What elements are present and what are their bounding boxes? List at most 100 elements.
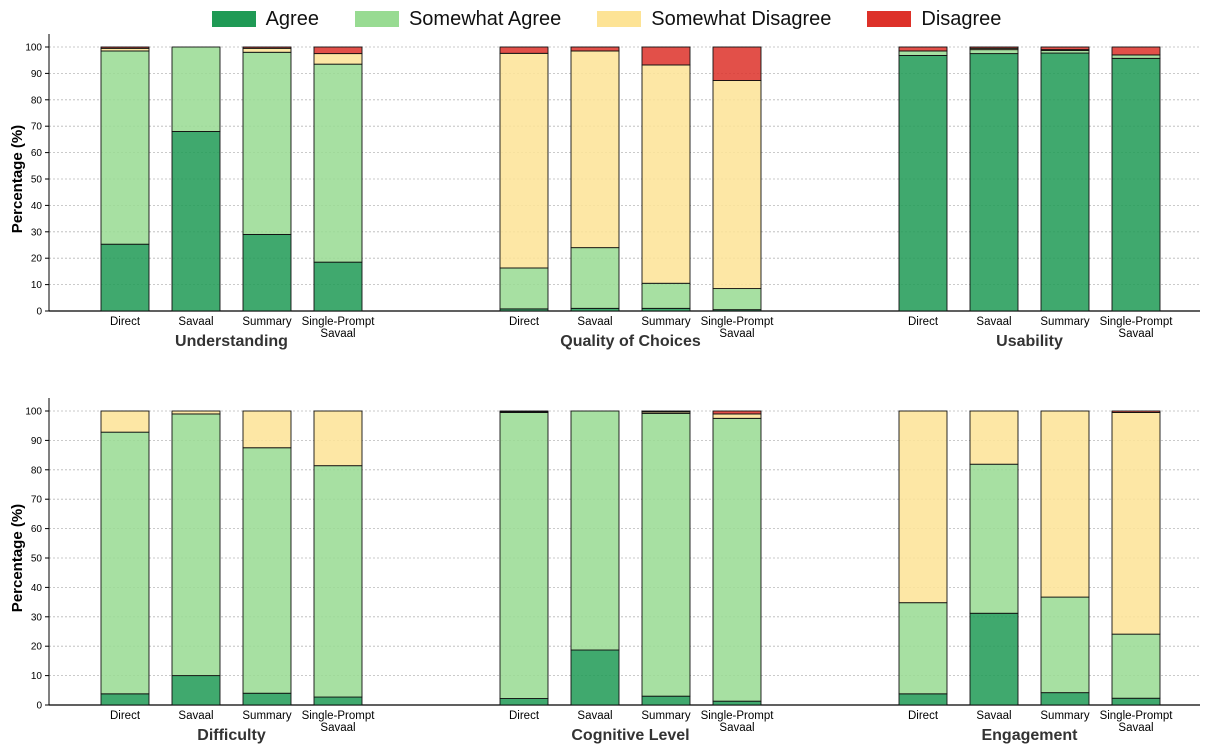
- x-tick-label: Single-Prompt: [302, 316, 376, 328]
- bar-segment: [1111, 412, 1161, 635]
- bar-segment: [898, 410, 948, 604]
- bar-segment: [499, 412, 549, 699]
- bar-segment: [100, 243, 150, 312]
- x-tick-label: Savaal: [320, 328, 355, 340]
- bar-segment: [570, 410, 620, 651]
- bar-segment: [969, 410, 1019, 465]
- bar-segment: [969, 463, 1019, 614]
- x-tick-label: Summary: [1040, 316, 1089, 328]
- group-title: Usability: [996, 333, 1063, 350]
- bar-segment: [712, 417, 762, 702]
- bar-segment: [969, 46, 1019, 49]
- bar-segment: [171, 413, 221, 677]
- y-tick-label: 0: [36, 701, 42, 712]
- bar-segment: [313, 63, 363, 263]
- x-tick-label: Savaal: [976, 316, 1011, 328]
- legend-item-somewhat-disagree: Somewhat Disagree: [597, 8, 831, 31]
- x-tick-label: Single-Prompt: [302, 710, 376, 722]
- y-tick-label: 50: [31, 175, 43, 186]
- legend: Agree Somewhat Agree Somewhat Disagree D…: [0, 0, 1213, 38]
- bar-segment: [712, 700, 762, 706]
- bar-segment: [100, 46, 150, 49]
- bar-segment: [313, 696, 363, 706]
- legend-swatch: [597, 11, 642, 27]
- bar-segment: [1040, 52, 1090, 312]
- bar-segment: [242, 46, 292, 49]
- legend-swatch: [867, 11, 912, 27]
- bar-segment: [1040, 410, 1090, 598]
- bar-segment: [898, 50, 948, 56]
- bar-segment: [313, 465, 363, 698]
- y-tick-label: 80: [31, 465, 43, 476]
- bar-segment: [641, 410, 691, 413]
- bar-segment: [969, 612, 1019, 706]
- x-tick-label: Single-Prompt: [1100, 316, 1174, 328]
- x-tick-label: Savaal: [976, 710, 1011, 722]
- x-tick-label: Direct: [908, 710, 939, 722]
- group-title: Understanding: [175, 333, 288, 350]
- y-axis-label: Percentage (%): [9, 504, 26, 612]
- y-tick-label: 30: [31, 227, 43, 238]
- y-tick-label: 40: [31, 201, 43, 212]
- legend-item-agree: Agree: [211, 8, 319, 31]
- legend-label: Somewhat Agree: [408, 7, 562, 30]
- bar-segment: [1040, 692, 1090, 706]
- x-tick-label: Direct: [908, 316, 939, 328]
- bar-segment: [313, 46, 363, 55]
- bar-segment: [1111, 697, 1161, 706]
- bar-segment: [242, 51, 292, 235]
- bar-segment: [171, 675, 221, 706]
- y-tick-label: 90: [31, 69, 43, 80]
- bar-segment: [242, 233, 292, 312]
- bar-segment: [570, 649, 620, 706]
- x-tick-label: Summary: [641, 316, 690, 328]
- group-title: Engagement: [981, 727, 1078, 744]
- bar-segment: [171, 410, 221, 415]
- legend-swatch: [211, 11, 256, 27]
- x-tick-label: Savaal: [577, 710, 612, 722]
- bar-segment: [171, 46, 221, 132]
- bar-segment: [570, 46, 620, 52]
- y-tick-label: 60: [31, 148, 43, 159]
- x-tick-label: Direct: [110, 710, 141, 722]
- bar-segment: [1111, 54, 1161, 59]
- bar-segment: [100, 693, 150, 706]
- x-tick-label: Single-Prompt: [1100, 710, 1174, 722]
- group-title: Difficulty: [197, 727, 266, 744]
- x-tick-label: Savaal: [1118, 722, 1153, 734]
- bar-segment: [641, 64, 691, 284]
- x-tick-label: Direct: [509, 710, 540, 722]
- bar-segment: [1111, 410, 1161, 413]
- y-tick-label: 0: [36, 307, 42, 318]
- group-title: Cognitive Level: [571, 727, 689, 744]
- x-tick-label: Savaal: [178, 710, 213, 722]
- group-title: Quality of Choices: [560, 333, 701, 350]
- x-tick-label: Savaal: [577, 316, 612, 328]
- bar-segment: [712, 80, 762, 290]
- y-tick-label: 80: [31, 95, 43, 106]
- bar-segment: [1040, 596, 1090, 694]
- x-tick-label: Savaal: [719, 328, 754, 340]
- bar-segment: [898, 46, 948, 52]
- bar-segment: [499, 698, 549, 706]
- legend-swatch: [354, 11, 399, 27]
- x-tick-label: Direct: [509, 316, 540, 328]
- x-tick-label: Summary: [1040, 710, 1089, 722]
- bar-segment: [242, 410, 292, 449]
- bar-segment: [712, 288, 762, 311]
- bar-segment: [100, 50, 150, 245]
- bar-segment: [242, 447, 292, 694]
- bar-segment: [499, 52, 549, 269]
- y-tick-label: 40: [31, 583, 43, 594]
- bar-segment: [242, 47, 292, 53]
- y-tick-label: 10: [31, 280, 43, 291]
- x-tick-label: Single-Prompt: [701, 710, 775, 722]
- y-tick-label: 50: [31, 554, 43, 565]
- bar-segment: [100, 431, 150, 695]
- x-tick-label: Direct: [110, 316, 141, 328]
- y-tick-label: 20: [31, 254, 43, 265]
- bar-segment: [641, 282, 691, 309]
- y-tick-label: 90: [31, 436, 43, 447]
- bar-segment: [570, 50, 620, 249]
